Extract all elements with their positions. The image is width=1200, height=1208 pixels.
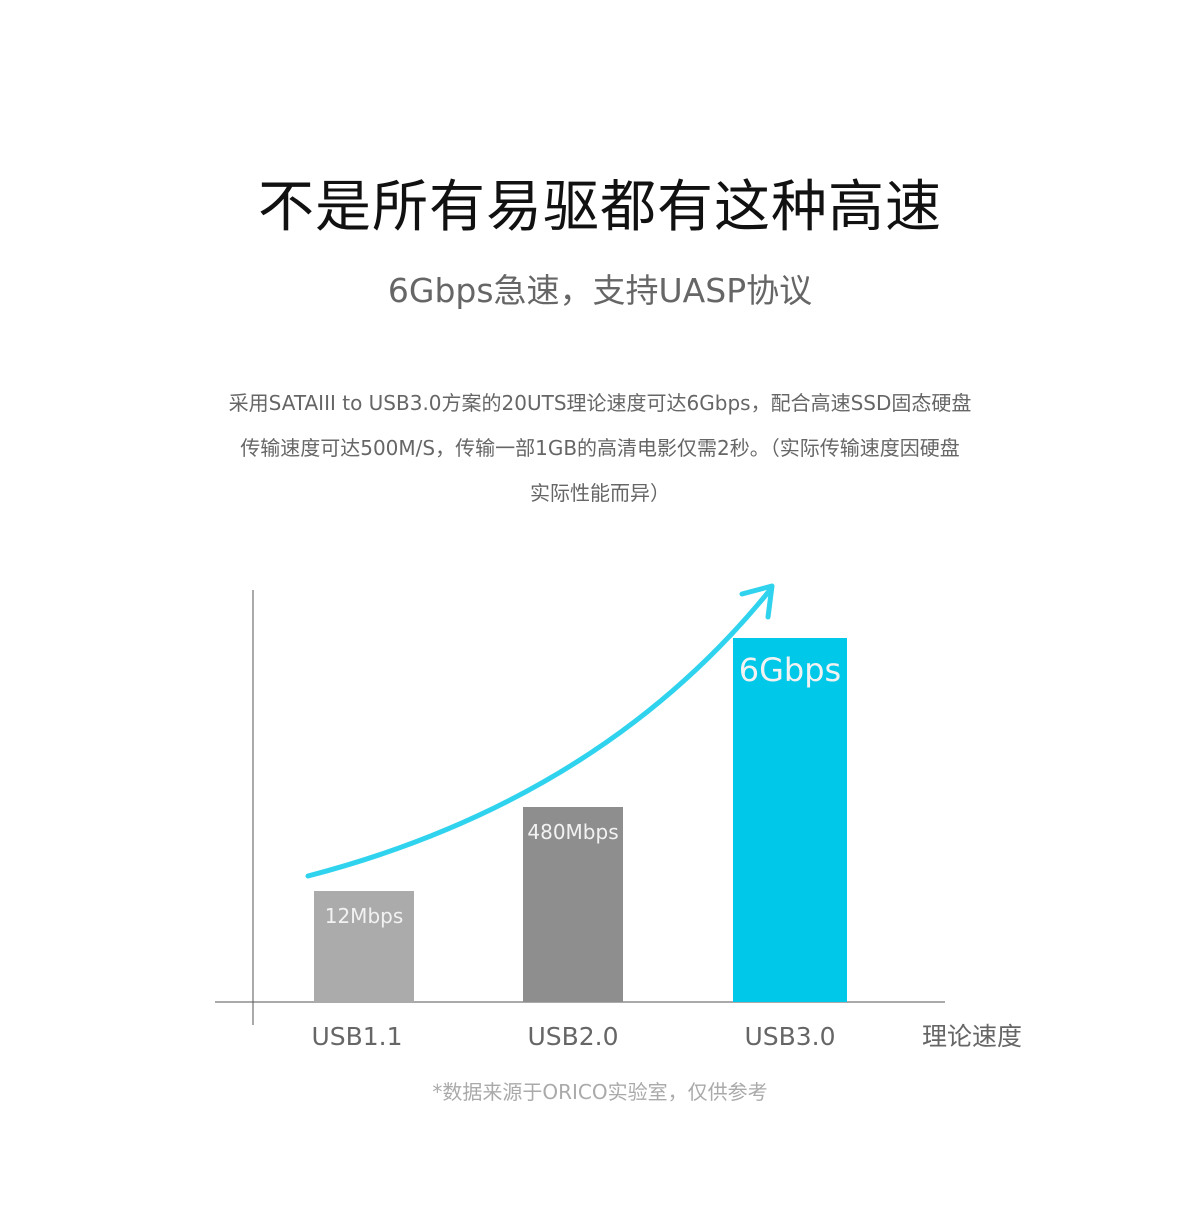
data-label: 6Gbps (739, 651, 841, 689)
trend-arrow-curve (305, 587, 773, 879)
data-label: 480Mbps (527, 820, 618, 844)
description-line: 传输速度可达500M/S，传输一部1GB的高清电影仅需2秒。（实际传输速度因硬盘 (240, 436, 960, 460)
bar-usb2-0 (523, 807, 623, 1002)
description-line: 采用SATAIII to USB3.0方案的20UTS理论速度可达6Gbps，配… (228, 391, 972, 415)
category-label: USB1.1 (311, 1022, 402, 1051)
data-label: 12Mbps (325, 904, 404, 928)
page-subtitle: 6Gbps急速，支持UASP协议 (387, 271, 813, 310)
arrow-head-icon (739, 583, 775, 620)
category-label: USB2.0 (527, 1022, 618, 1051)
category-label: USB3.0 (744, 1022, 835, 1051)
x-axis-label: 理论速度 (922, 1022, 1022, 1051)
bar-usb3-0 (733, 638, 847, 1002)
page-title: 不是所有易驱都有这种高速 (258, 175, 942, 240)
description-line: 实际性能而异） (530, 481, 670, 505)
footnote: *数据来源于ORICO实验室，仅供参考 (432, 1080, 768, 1104)
bar-usb1-1 (314, 891, 414, 1002)
